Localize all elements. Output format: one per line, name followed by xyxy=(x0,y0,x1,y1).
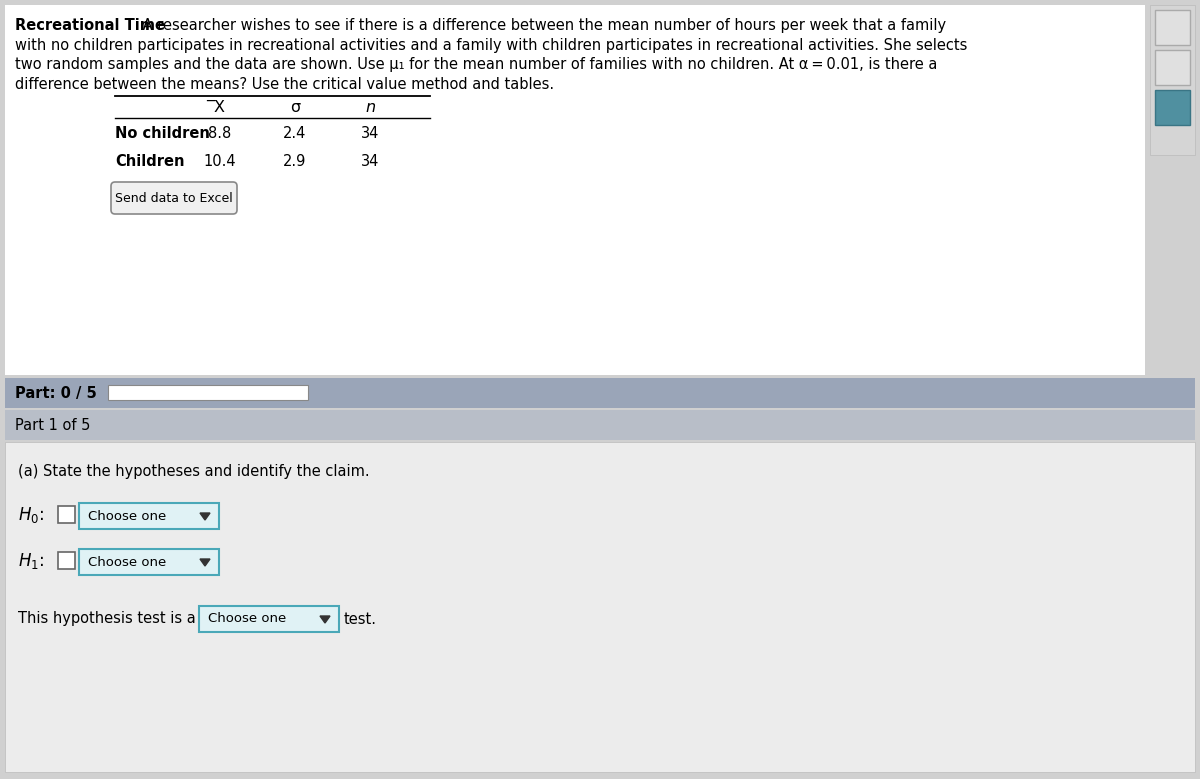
Bar xyxy=(1154,10,1190,45)
Text: n: n xyxy=(365,100,376,115)
Polygon shape xyxy=(320,616,330,623)
Text: Recreational Time: Recreational Time xyxy=(14,18,166,33)
Text: Part 1 of 5: Part 1 of 5 xyxy=(14,418,90,432)
FancyBboxPatch shape xyxy=(199,606,340,632)
Text: test.: test. xyxy=(344,612,377,626)
Text: difference between the means? Use the critical value method and tables.: difference between the means? Use the cr… xyxy=(14,76,554,91)
Bar xyxy=(5,410,1195,440)
Bar xyxy=(1154,90,1190,125)
Text: 2.4: 2.4 xyxy=(283,126,307,141)
Bar xyxy=(5,442,1195,772)
Bar xyxy=(5,5,1145,375)
Bar xyxy=(1150,5,1195,155)
Text: two random samples and the data are shown. Use μ₁ for the mean number of familie: two random samples and the data are show… xyxy=(14,57,937,72)
Text: 10.4: 10.4 xyxy=(204,154,236,169)
Text: (a) State the hypotheses and identify the claim.: (a) State the hypotheses and identify th… xyxy=(18,464,370,479)
Text: $H_0$:: $H_0$: xyxy=(18,505,44,525)
Text: $H_1$:: $H_1$: xyxy=(18,551,44,571)
Text: ̅X: ̅X xyxy=(215,100,226,115)
FancyBboxPatch shape xyxy=(79,549,220,575)
Bar xyxy=(1154,50,1190,85)
Text: 34: 34 xyxy=(361,126,379,141)
Polygon shape xyxy=(200,559,210,566)
FancyBboxPatch shape xyxy=(79,503,220,529)
Text: Choose one: Choose one xyxy=(88,555,167,569)
Text: Part: 0 / 5: Part: 0 / 5 xyxy=(14,386,97,400)
Text: σ: σ xyxy=(290,100,300,115)
Text: 34: 34 xyxy=(361,154,379,169)
Bar xyxy=(108,385,308,400)
Text: Choose one: Choose one xyxy=(208,612,287,626)
Text: A researcher wishes to see if there is a difference between the mean number of h: A researcher wishes to see if there is a… xyxy=(138,18,946,33)
Text: 8.8: 8.8 xyxy=(209,126,232,141)
Bar xyxy=(58,506,74,523)
Text: No children: No children xyxy=(115,126,210,141)
Text: Children: Children xyxy=(115,154,185,169)
FancyBboxPatch shape xyxy=(112,182,238,214)
Bar xyxy=(5,378,1195,408)
Text: Send data to Excel: Send data to Excel xyxy=(115,192,233,205)
Polygon shape xyxy=(200,513,210,520)
Text: 2.9: 2.9 xyxy=(283,154,307,169)
Text: Choose one: Choose one xyxy=(88,509,167,523)
Text: with no children participates in recreational activities and a family with child: with no children participates in recreat… xyxy=(14,37,967,52)
Text: This hypothesis test is a: This hypothesis test is a xyxy=(18,612,196,626)
Bar xyxy=(58,552,74,569)
